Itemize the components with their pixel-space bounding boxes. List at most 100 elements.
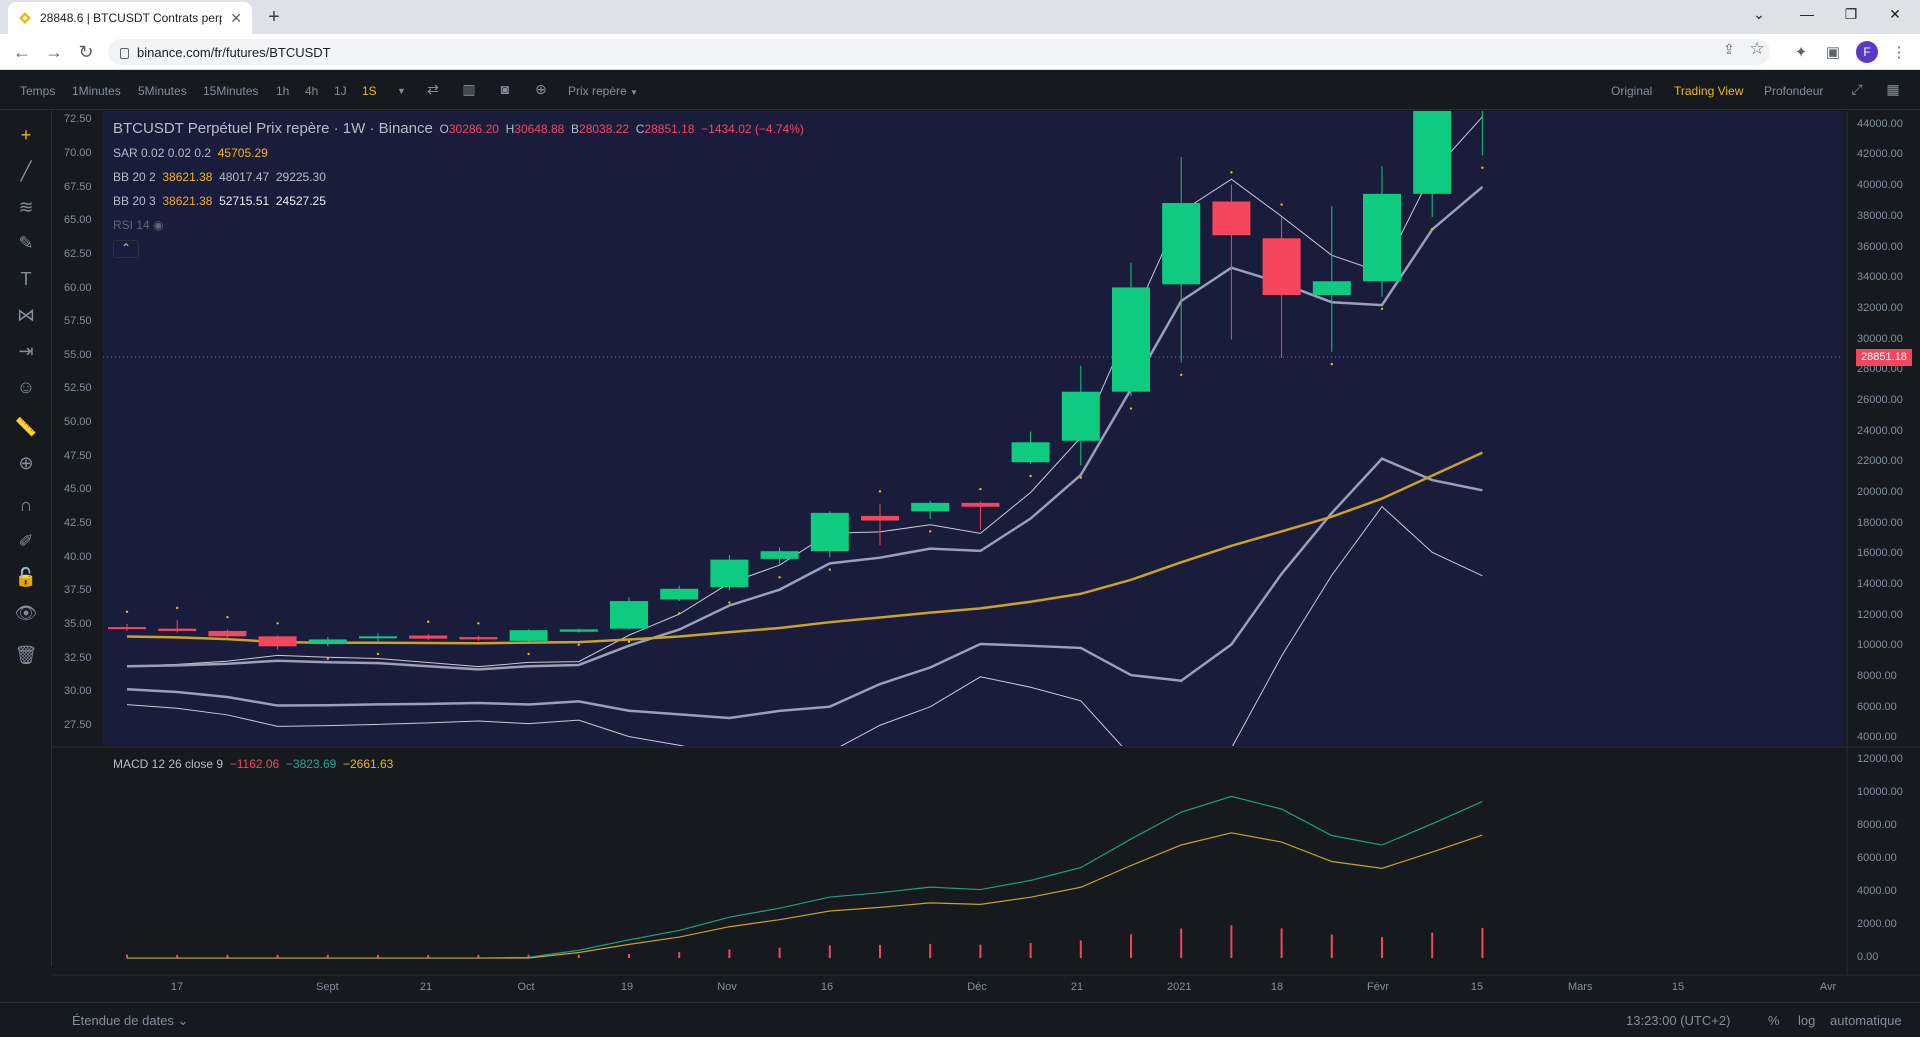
camera-icon[interactable]: ◙ xyxy=(500,81,510,97)
new-tab-button[interactable]: + xyxy=(268,6,280,28)
price-axis-label: 26000.00 xyxy=(1857,393,1903,406)
close-window-button[interactable]: ✕ xyxy=(1889,6,1901,22)
sar-dot xyxy=(125,610,129,613)
share-icon[interactable]: ⇪ xyxy=(1723,41,1735,57)
candle-body xyxy=(710,559,749,588)
eye-icon[interactable]: 👁 xyxy=(14,603,38,623)
zoom-in-icon[interactable]: ⊕ xyxy=(18,453,34,473)
rsi-axis-label: 50.00 xyxy=(64,416,92,429)
sar-dot xyxy=(929,530,932,533)
forward-button[interactable]: → xyxy=(45,42,63,62)
url-field[interactable]: binance.com/fr/futures/BTCUSDT xyxy=(108,39,1770,65)
price-axis-label: 8000.00 xyxy=(1857,669,1897,682)
sar-dot xyxy=(527,652,530,656)
view-original[interactable]: Original xyxy=(1611,84,1653,98)
chart-toolbar: Temps 1Minutes 5Minutes 15Minutes 1h 4h … xyxy=(0,70,1920,110)
log-toggle[interactable]: log xyxy=(1798,1013,1816,1028)
price-axis-label: 6000.00 xyxy=(1857,700,1897,713)
rsi-axis-label: 42.50 xyxy=(64,517,92,530)
menu-kebab-icon[interactable]: ⋮ xyxy=(1891,44,1907,61)
view-depth[interactable]: Profondeur xyxy=(1764,84,1824,98)
maximize-button[interactable]: ❐ xyxy=(1844,6,1858,22)
trend-line-icon[interactable]: ╱ xyxy=(20,161,32,181)
fullscreen-icon[interactable]: ⤢ xyxy=(1851,81,1863,97)
sar-dot xyxy=(979,487,982,491)
browser-tab[interactable]: 28848.6 | BTCUSDT Contrats perp ✕ xyxy=(8,2,252,34)
emoji-icon[interactable]: ☺ xyxy=(16,377,36,397)
eye-hidden-icon[interactable]: ◉ xyxy=(153,218,164,232)
price-type-select[interactable]: Prix repère ▼ xyxy=(568,84,638,98)
time-axis-label: 18 xyxy=(1270,981,1284,993)
interval-1w[interactable]: 1S xyxy=(362,84,377,98)
profile-avatar[interactable]: F xyxy=(1856,41,1878,63)
interval-time[interactable]: Temps xyxy=(20,84,56,98)
view-tradingview[interactable]: Trading View xyxy=(1674,84,1744,98)
rsi-axis-label: 52.50 xyxy=(64,382,92,395)
trash-icon[interactable]: 🗑 xyxy=(14,645,38,665)
price-axis-label: 18000.00 xyxy=(1857,516,1903,529)
candle-body xyxy=(1262,238,1301,296)
ruler-icon[interactable]: 📏 xyxy=(14,417,38,437)
sidebar-icon[interactable]: ▣ xyxy=(1825,44,1841,61)
candle-body xyxy=(660,588,699,600)
extensions-icon[interactable]: ✦ xyxy=(1794,44,1808,61)
sar-dot xyxy=(276,622,279,625)
lock-drawing-icon[interactable]: ✐ xyxy=(18,531,34,551)
interval-4h[interactable]: 4h xyxy=(305,84,319,98)
close-tab-icon[interactable]: ✕ xyxy=(230,9,242,26)
bb-outer-upper-line xyxy=(126,116,1483,668)
add-indicator-icon[interactable]: ⊕ xyxy=(535,81,547,97)
price-axis-label: 4000.00 xyxy=(1857,731,1897,744)
percent-toggle[interactable]: % xyxy=(1768,1013,1780,1028)
back-button[interactable]: ← xyxy=(13,42,31,62)
magnet-icon[interactable]: ∩ xyxy=(19,495,33,515)
interval-1d[interactable]: 1J xyxy=(334,84,347,98)
sar-dot xyxy=(427,620,430,623)
sar-dot xyxy=(1481,166,1484,169)
candle-body xyxy=(1011,442,1050,463)
interval-5m[interactable]: 5Minutes xyxy=(138,84,187,98)
legend-h-label: H xyxy=(505,122,515,136)
lock-icon xyxy=(120,48,129,59)
interval-1h[interactable]: 1h xyxy=(276,84,290,98)
chart-canvas[interactable] xyxy=(52,111,1920,998)
auto-toggle[interactable]: automatique xyxy=(1830,1013,1902,1028)
unlock-icon[interactable]: 🔓 xyxy=(14,567,38,587)
sar-dot xyxy=(1230,171,1233,174)
layout-grid-icon[interactable]: ▦ xyxy=(1886,81,1900,97)
date-range-button[interactable]: Étendue de dates ⌄ xyxy=(72,1013,189,1028)
tab-search-icon[interactable]: ⌄ xyxy=(1753,6,1765,22)
pattern-icon[interactable]: ⋈ xyxy=(17,305,35,325)
interval-1m[interactable]: 1Minutes xyxy=(72,84,121,98)
rsi-axis-label: 35.00 xyxy=(64,617,92,630)
brush-icon[interactable]: ✎ xyxy=(18,233,34,253)
measure-icon[interactable]: ⇥ xyxy=(18,341,34,361)
interval-15m[interactable]: 15Minutes xyxy=(203,84,259,98)
rsi-axis-label: 47.50 xyxy=(64,449,92,462)
legend-open: 30286.20 xyxy=(448,122,499,136)
legend-bb2: BB 20 3 38621.38 52715.51 24527.25 xyxy=(113,194,326,208)
text-tool-icon[interactable]: T xyxy=(20,269,32,289)
interval-dropdown-icon[interactable]: ▼ xyxy=(397,86,406,96)
candle-body xyxy=(1413,111,1452,194)
bookmark-star-icon[interactable]: ☆ xyxy=(1749,39,1765,58)
candle-body xyxy=(208,630,247,637)
chart-area[interactable] xyxy=(52,111,1920,998)
candle-body xyxy=(459,637,498,640)
candle-type-icon[interactable]: ▥ xyxy=(462,81,476,97)
candle-body xyxy=(911,502,950,512)
fib-icon[interactable]: ≋ xyxy=(18,197,34,217)
price-axis-label: 10000.00 xyxy=(1857,639,1903,652)
chevron-down-icon: ▼ xyxy=(630,88,638,97)
sar-label: SAR 0.02 0.02 0.2 xyxy=(113,146,212,160)
reload-button[interactable]: ↻ xyxy=(78,42,94,62)
rsi-axis-label: 27.50 xyxy=(64,718,92,731)
candle-body xyxy=(1312,281,1351,296)
time-axis-label: 2021 xyxy=(1167,981,1192,993)
minimize-button[interactable]: — xyxy=(1800,6,1814,22)
time-axis-label: Mars xyxy=(1568,981,1593,993)
sar-dot xyxy=(577,643,580,646)
crosshair-icon[interactable]: + xyxy=(20,125,32,145)
indicators-settings-icon[interactable]: ⇄ xyxy=(427,81,439,97)
collapse-legend-button[interactable]: ⌃ xyxy=(113,240,139,258)
